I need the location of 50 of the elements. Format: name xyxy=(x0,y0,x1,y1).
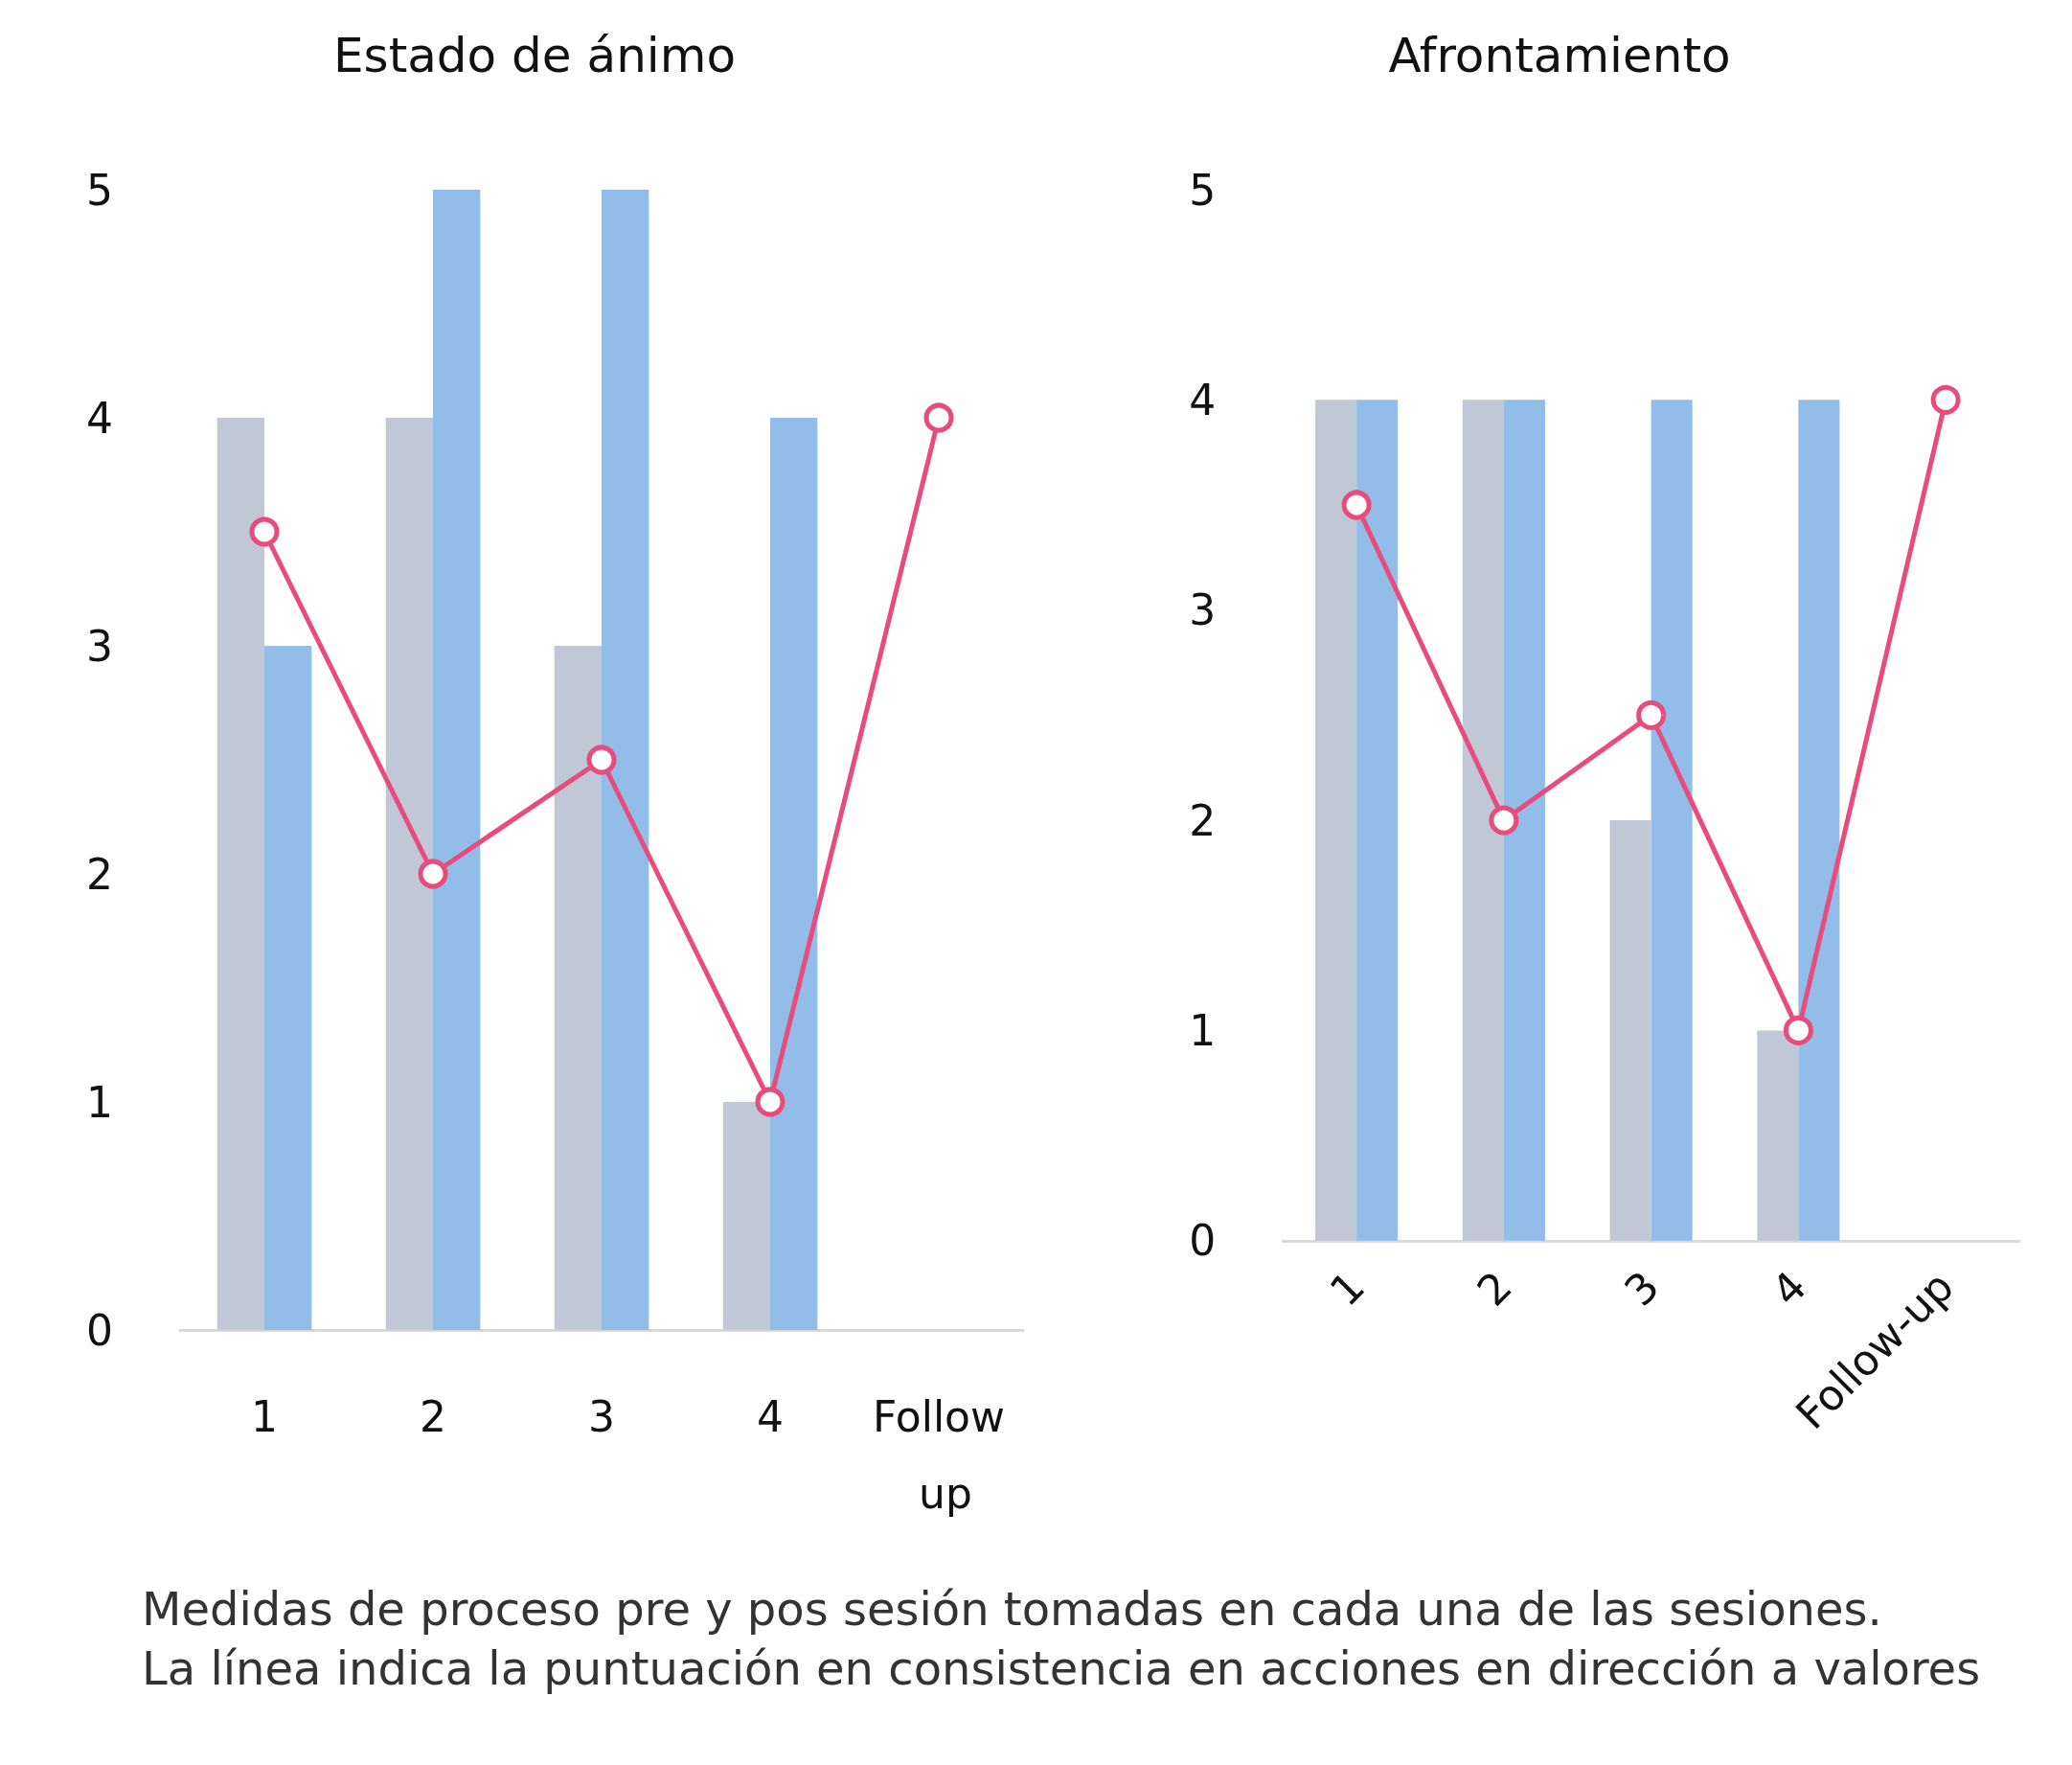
y-tick-label: 0 xyxy=(1189,1216,1217,1266)
y-tick-label: 4 xyxy=(1189,375,1217,424)
point xyxy=(586,745,617,775)
bar xyxy=(1798,400,1840,1241)
bar xyxy=(385,418,433,1330)
bar xyxy=(1315,400,1357,1241)
y-tick-label: 3 xyxy=(86,621,113,671)
bar xyxy=(264,646,312,1330)
bar xyxy=(770,418,818,1330)
bar xyxy=(1609,820,1651,1241)
point xyxy=(923,402,954,433)
bar xyxy=(216,418,264,1330)
x-tick-label: 1 xyxy=(1320,1261,1375,1316)
bar xyxy=(1462,400,1504,1241)
y-tick-label: 5 xyxy=(1189,165,1217,215)
x-tick-label: 4 xyxy=(757,1391,784,1441)
y-tick-label: 5 xyxy=(86,165,113,215)
bar xyxy=(433,190,481,1330)
point xyxy=(1341,490,1372,520)
point xyxy=(1636,699,1667,730)
bar xyxy=(1356,400,1399,1241)
x-tick-label: 1 xyxy=(251,1391,278,1441)
text: La línea indica la puntuación en consistencia en acciones en dirección a valores xyxy=(142,1640,1982,1698)
y-tick-label: 0 xyxy=(86,1305,113,1355)
point xyxy=(249,516,280,547)
x-tick-label: 2 xyxy=(1468,1261,1521,1316)
point xyxy=(1489,805,1519,836)
text: Medidas de proceso pre y pos sesión tomadas en cada una de las sesiones. xyxy=(142,1581,1883,1638)
y-tick-label: 2 xyxy=(86,849,113,899)
x-tick-label: 2 xyxy=(420,1391,446,1441)
y-tick-label: 1 xyxy=(86,1077,113,1127)
chart-title: Afrontamiento xyxy=(1388,28,1731,83)
bar xyxy=(1651,400,1693,1241)
bar xyxy=(722,1102,770,1330)
x-tick-label: Follow up xyxy=(872,1391,1006,1518)
point xyxy=(1783,1015,1813,1045)
y-tick-label: 1 xyxy=(1189,1005,1217,1055)
y-tick-label: 2 xyxy=(1189,795,1217,845)
y-tick-label: 3 xyxy=(1189,585,1217,635)
x-tick-label: 3 xyxy=(1614,1261,1669,1316)
point xyxy=(755,1087,786,1117)
x-tick-label: 3 xyxy=(588,1391,615,1441)
bar xyxy=(602,190,649,1330)
point xyxy=(418,859,448,889)
bar xyxy=(1757,1030,1799,1241)
bar xyxy=(1503,400,1545,1241)
chart-title: Estado de ánimo xyxy=(332,28,737,83)
point xyxy=(1930,384,1961,415)
y-tick-label: 4 xyxy=(86,393,113,443)
bar xyxy=(554,646,602,1330)
